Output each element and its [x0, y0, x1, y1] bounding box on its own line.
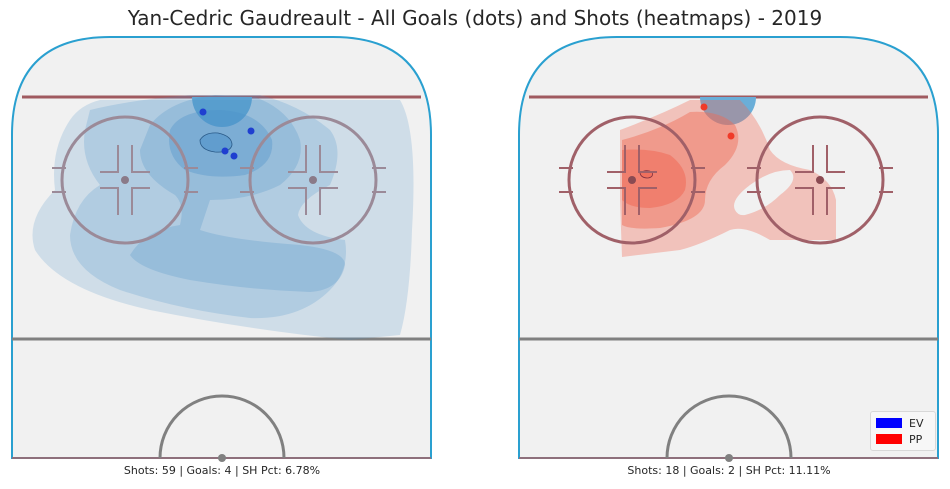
rink-panel-ev	[11, 36, 432, 462]
heatmap-level-5	[199, 132, 233, 153]
legend-swatch-ev	[876, 418, 902, 428]
center-faceoff-dot	[218, 454, 226, 462]
faceoff-circle-right	[747, 115, 893, 245]
faceoff-circle-left	[52, 115, 198, 245]
goal-dot	[221, 147, 229, 155]
legend-label-pp: PP	[909, 432, 923, 446]
center-circle	[665, 394, 793, 459]
heatmap-level-1	[620, 100, 836, 257]
legend: EV PP	[870, 411, 936, 451]
chart-title: Yan-Cedric Gaudreault - All Goals (dots)…	[127, 6, 823, 30]
panel-stats-pp: Shots: 18 | Goals: 2 | SH Pct: 11.11%	[627, 464, 831, 477]
center-faceoff-dot	[725, 454, 733, 462]
goal-crease	[700, 97, 756, 125]
shot-heatmap-ev	[32, 95, 414, 340]
center-circle	[158, 394, 286, 459]
faceoff-circle-left	[559, 115, 705, 245]
rink-panel-pp	[518, 36, 939, 462]
heatmap-level-1	[32, 100, 414, 340]
goal-dots-pp	[700, 103, 735, 140]
panel-stats-ev: Shots: 59 | Goals: 4 | SH Pct: 6.78%	[123, 464, 321, 477]
goal-dot	[727, 132, 735, 140]
legend-label-ev: EV	[909, 416, 924, 430]
heatmap-level-3	[130, 95, 345, 292]
goal-dot	[199, 108, 207, 116]
legend-entry-pp: PP	[876, 431, 930, 447]
legend-swatch-pp	[876, 434, 902, 444]
faceoff-circle-right	[240, 115, 386, 245]
heatmap-level-2	[70, 95, 346, 319]
goal-dots-ev	[199, 108, 255, 160]
goal-dot	[247, 127, 255, 135]
goal-dot	[230, 152, 238, 160]
rink-surface	[518, 36, 939, 459]
goal-dot	[700, 103, 708, 111]
legend-entry-ev: EV	[876, 415, 930, 431]
goal-crease	[192, 97, 252, 127]
rink-surface	[11, 36, 432, 459]
